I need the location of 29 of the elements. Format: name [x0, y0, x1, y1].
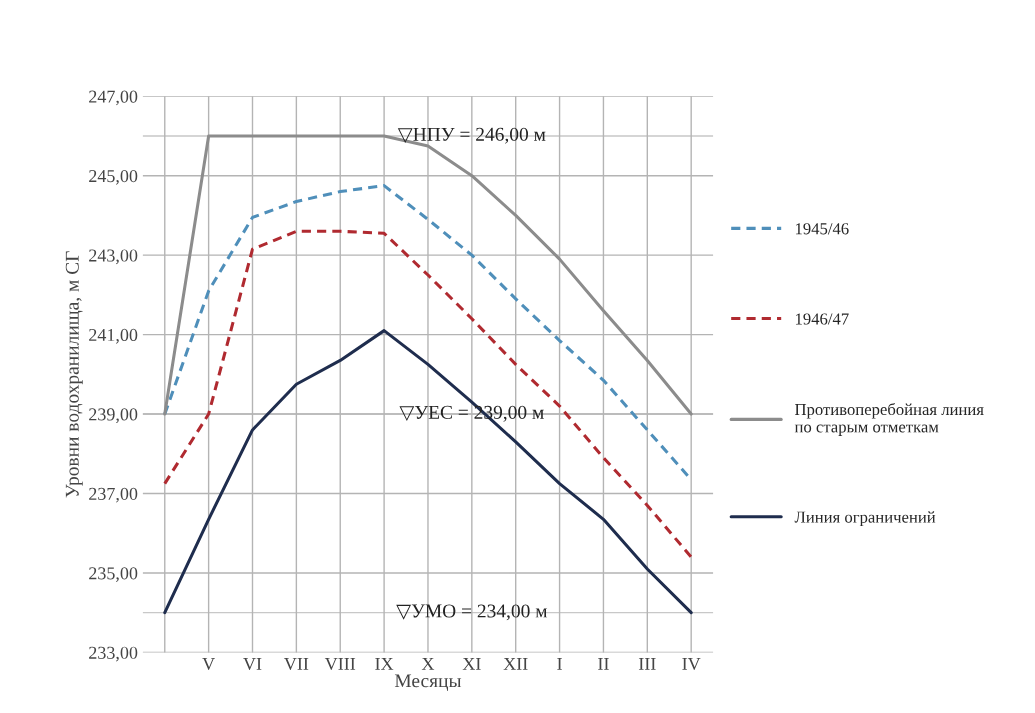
y-tick-label: 241,00: [89, 328, 138, 344]
legend-label: Противоперебойная линия по старым отметкам: [794, 402, 984, 436]
x-tick-label: V: [202, 657, 215, 671]
x-axis-title: Месяцы: [394, 674, 462, 691]
legend-label: 1946/47: [795, 313, 849, 325]
x-tick-label: IV: [682, 657, 701, 671]
x-tick-label: VI: [243, 657, 262, 671]
y-tick-label: 247,00: [89, 90, 138, 106]
y-tick-label: 235,00: [89, 567, 138, 582]
x-tick-label: I: [557, 657, 562, 670]
y-tick-label: 239,00: [89, 408, 138, 424]
y-tick-label: 245,00: [89, 169, 138, 185]
x-tick-label: X: [421, 657, 435, 670]
x-tick-label: II: [598, 657, 609, 670]
legend-label: Линия ограничений: [794, 511, 936, 527]
y-tick-label: 237,00: [89, 487, 138, 503]
line-series: [163, 229, 693, 559]
y-tick-label: 243,00: [89, 249, 138, 265]
ref-line-label: ▽НПУ = 246,00 м: [397, 127, 546, 144]
ref-line-label: ▽УМО = 234,00 м: [396, 604, 548, 621]
y-tick-label: 233,00: [89, 646, 138, 662]
x-tick-label: VII: [284, 657, 309, 671]
x-tick-label: XII: [503, 657, 528, 670]
x-tick-label: IX: [375, 657, 394, 670]
x-tick-label: III: [638, 657, 656, 670]
x-tick-label: VIII: [324, 657, 356, 671]
y-axis-title: Уровни водохранилища, м СГ: [65, 251, 83, 498]
legend-label: 1945/46: [795, 223, 849, 235]
x-tick-label: XI: [462, 657, 481, 670]
